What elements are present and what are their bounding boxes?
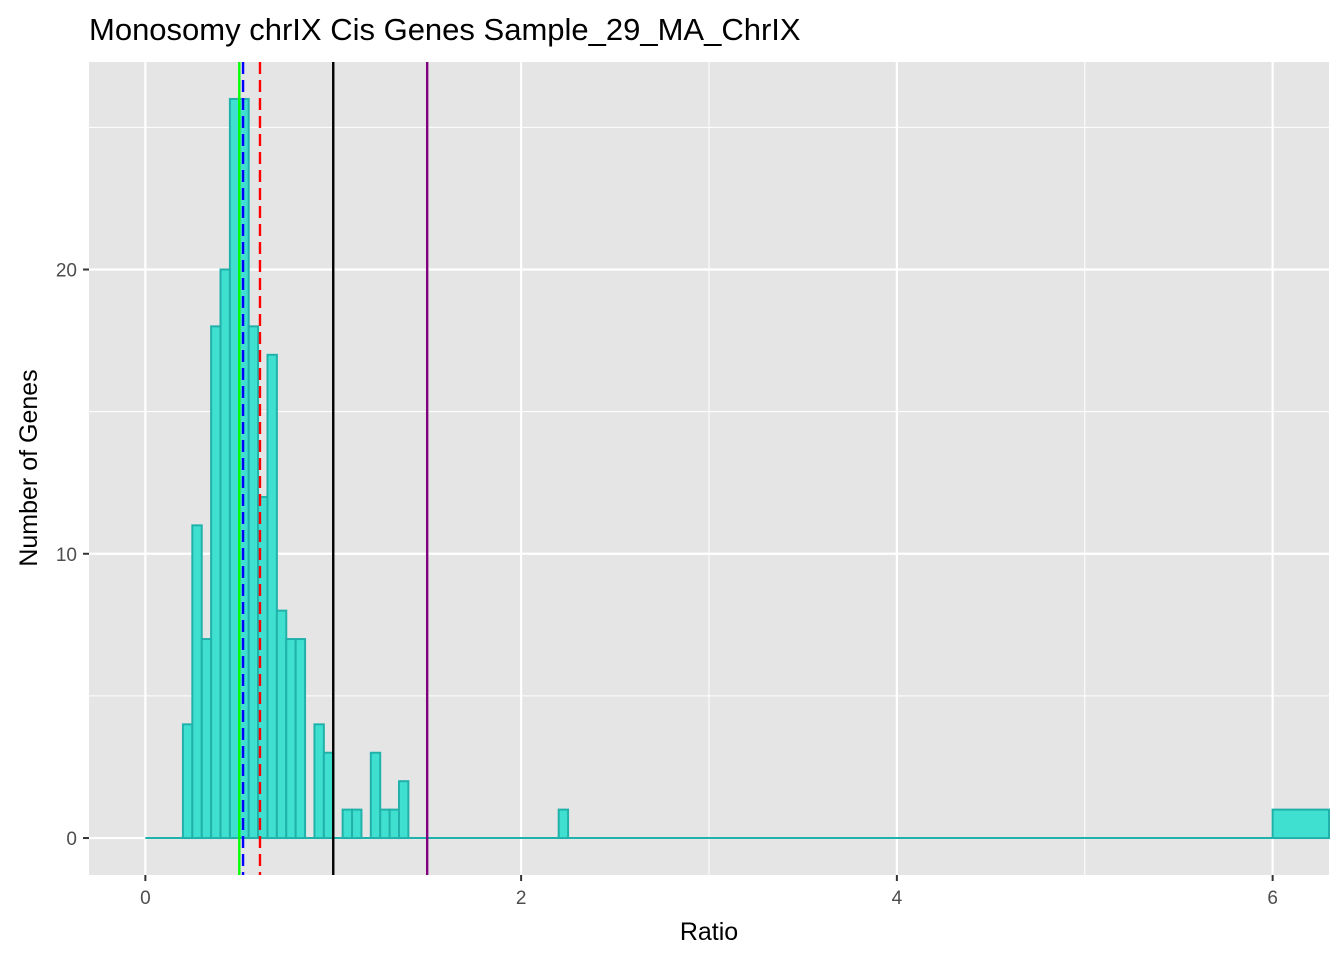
histogram-bar: [398, 780, 410, 840]
histogram-bar: [313, 723, 325, 840]
histogram-bar: [341, 808, 354, 840]
histogram-bar: [369, 751, 382, 840]
y-tick-label: 10: [56, 545, 77, 566]
x-tick-label: 4: [892, 888, 903, 909]
chart-title: Monosomy chrIX Cis Genes Sample_29_MA_Ch…: [89, 12, 801, 47]
histogram-bar: [388, 808, 400, 840]
x-tick-label: 2: [516, 888, 527, 909]
y-tick-label: 0: [66, 829, 77, 850]
y-axis-title: Number of Genes: [15, 369, 43, 566]
histogram-bar: [1271, 808, 1330, 840]
x-tick-label: 6: [1267, 888, 1278, 909]
y-tick-label: 20: [56, 261, 77, 282]
histogram-bar: [275, 609, 288, 840]
histogram-bar: [266, 353, 278, 840]
histogram-bar: [285, 638, 297, 840]
histogram-bar: [294, 638, 307, 840]
histogram-bar: [351, 808, 363, 840]
histogram-bar: [557, 808, 570, 840]
histogram-bar: [181, 723, 194, 840]
histogram-bar: [191, 524, 203, 840]
histogram-bar: [322, 751, 335, 840]
reference-lines: [238, 62, 429, 875]
x-axis-title: Ratio: [680, 918, 738, 946]
histogram-bar: [379, 808, 391, 840]
histogram-bar: [210, 325, 222, 840]
histogram-bar: [247, 325, 260, 840]
histogram-bar: [200, 638, 213, 840]
histogram-bar: [219, 268, 231, 840]
x-tick-label: 0: [140, 888, 151, 909]
histogram-bar: [228, 97, 241, 840]
axis-ticks: 0 2 4 6 0 10 20: [56, 261, 1278, 909]
